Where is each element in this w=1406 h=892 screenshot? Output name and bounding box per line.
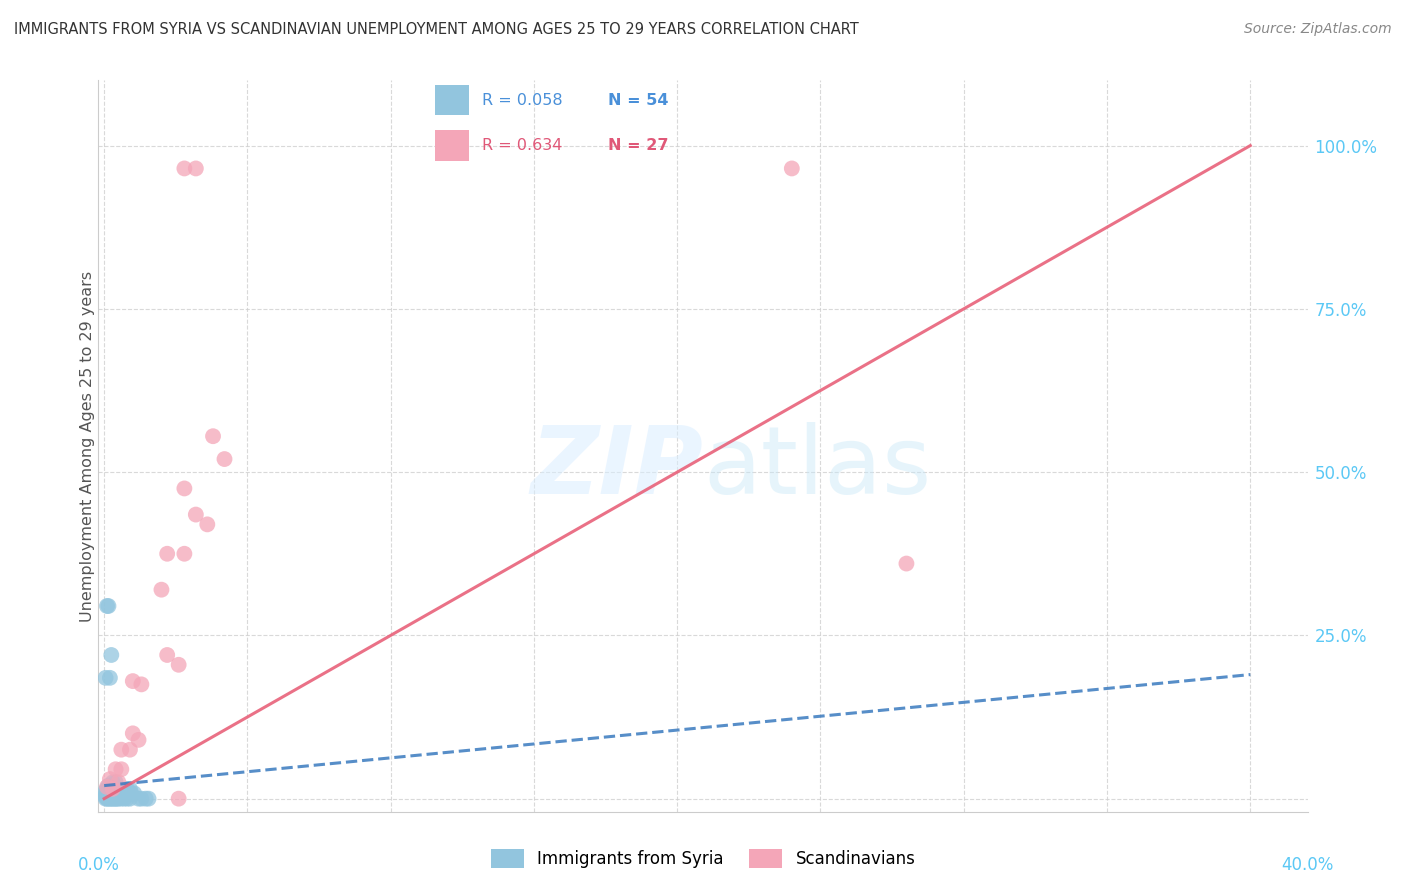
- Point: [156, 648, 179, 662]
- Point: [121, 674, 143, 689]
- Point: [94, 789, 117, 804]
- Point: [101, 775, 124, 789]
- Point: [98, 671, 121, 685]
- Point: [94, 671, 117, 685]
- Point: [105, 791, 128, 805]
- Point: [167, 791, 190, 805]
- Text: Source: ZipAtlas.com: Source: ZipAtlas.com: [1244, 22, 1392, 37]
- Point: [103, 791, 125, 805]
- Point: [107, 775, 129, 789]
- Point: [104, 789, 127, 804]
- Point: [96, 780, 118, 794]
- Point: [128, 732, 150, 747]
- Point: [115, 781, 138, 796]
- Point: [118, 742, 141, 756]
- Point: [96, 789, 118, 803]
- Point: [98, 791, 121, 805]
- Point: [94, 784, 117, 798]
- Point: [115, 791, 138, 805]
- Point: [131, 791, 153, 805]
- Point: [100, 789, 122, 804]
- Point: [96, 789, 118, 804]
- Point: [103, 789, 125, 804]
- Point: [110, 791, 132, 805]
- Point: [214, 452, 236, 467]
- Point: [97, 787, 120, 801]
- Point: [96, 791, 118, 805]
- Point: [173, 482, 195, 496]
- Point: [112, 791, 135, 805]
- FancyBboxPatch shape: [434, 85, 470, 115]
- Point: [131, 677, 153, 691]
- Point: [173, 161, 195, 176]
- Point: [184, 508, 207, 522]
- Point: [98, 789, 121, 803]
- Point: [94, 789, 117, 803]
- Point: [120, 787, 142, 801]
- Point: [118, 781, 141, 796]
- Point: [107, 789, 129, 804]
- Point: [122, 787, 145, 801]
- Text: N = 27: N = 27: [607, 137, 668, 153]
- Text: N = 54: N = 54: [607, 93, 668, 108]
- Text: atlas: atlas: [703, 422, 931, 514]
- Point: [195, 517, 218, 532]
- Point: [108, 789, 131, 804]
- Text: IMMIGRANTS FROM SYRIA VS SCANDINAVIAN UNEMPLOYMENT AMONG AGES 25 TO 29 YEARS COR: IMMIGRANTS FROM SYRIA VS SCANDINAVIAN UN…: [14, 22, 859, 37]
- Point: [110, 762, 132, 776]
- Point: [173, 547, 195, 561]
- Point: [780, 161, 803, 176]
- Point: [100, 789, 122, 803]
- Point: [98, 780, 121, 794]
- Point: [94, 791, 117, 805]
- Point: [100, 648, 122, 662]
- Point: [110, 789, 132, 804]
- Point: [101, 781, 124, 796]
- Point: [101, 789, 124, 804]
- Text: 40.0%: 40.0%: [1281, 855, 1334, 873]
- Point: [104, 791, 127, 805]
- Point: [184, 161, 207, 176]
- Point: [98, 789, 121, 804]
- Point: [96, 787, 118, 801]
- Point: [138, 791, 160, 805]
- Point: [98, 772, 121, 786]
- Point: [96, 599, 118, 613]
- Point: [97, 789, 120, 804]
- Legend: Immigrants from Syria, Scandinavians: Immigrants from Syria, Scandinavians: [484, 842, 922, 875]
- Point: [121, 726, 143, 740]
- Point: [97, 779, 120, 793]
- Point: [104, 775, 127, 789]
- Point: [100, 791, 122, 805]
- Point: [97, 791, 120, 805]
- Y-axis label: Unemployment Among Ages 25 to 29 years: Unemployment Among Ages 25 to 29 years: [80, 270, 94, 622]
- Text: 0.0%: 0.0%: [77, 855, 120, 873]
- Point: [104, 762, 127, 776]
- Point: [107, 791, 129, 805]
- Text: R = 0.058: R = 0.058: [482, 93, 562, 108]
- FancyBboxPatch shape: [434, 130, 470, 161]
- Point: [135, 791, 157, 805]
- Point: [97, 599, 120, 613]
- Point: [105, 789, 128, 804]
- Point: [128, 791, 150, 805]
- Text: R = 0.634: R = 0.634: [482, 137, 562, 153]
- Point: [118, 791, 141, 805]
- Point: [202, 429, 225, 443]
- Point: [101, 789, 124, 803]
- Point: [150, 582, 173, 597]
- Text: ZIP: ZIP: [530, 422, 703, 514]
- Point: [96, 781, 118, 796]
- Point: [110, 742, 132, 756]
- Point: [167, 657, 190, 672]
- Point: [101, 791, 124, 805]
- Point: [156, 547, 179, 561]
- Point: [896, 557, 918, 571]
- Point: [97, 789, 120, 803]
